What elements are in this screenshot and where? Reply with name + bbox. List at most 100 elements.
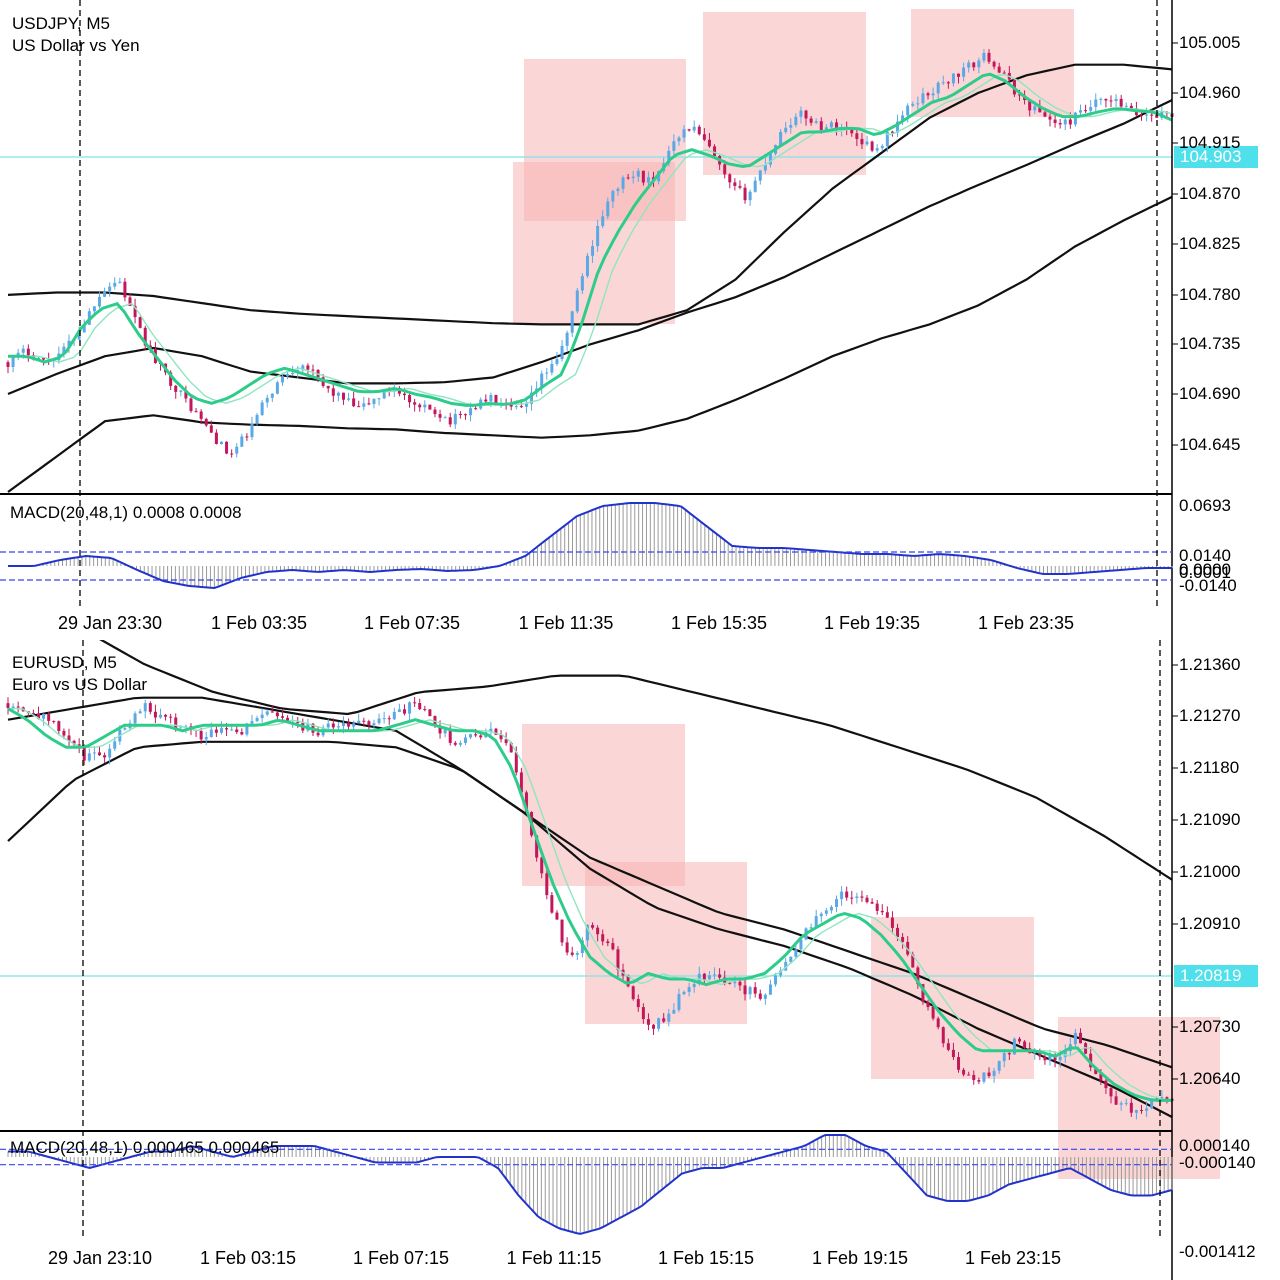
candle [926,999,930,1011]
candle [591,240,595,263]
candle [596,219,600,252]
price-tick-label: 104.915 [1179,133,1241,152]
candle [911,101,915,108]
candle [108,744,112,765]
candle [26,344,30,362]
candle [1063,1044,1067,1063]
envelope-upper-line [7,63,1173,326]
candle [707,971,711,980]
candle [1140,1104,1144,1114]
candle [341,392,345,405]
usdjpy-chart-canvas[interactable] [0,0,1280,640]
candle [265,709,269,717]
candle [1099,97,1103,105]
candle [1129,1098,1133,1117]
candle [306,718,310,733]
candle [916,965,920,989]
eurusd-current-price-tag: 1.20819 [1174,965,1258,987]
price-tick-label: 1.20640 [1179,1069,1241,1088]
candle [530,385,534,411]
candle [169,713,173,724]
candle [763,993,767,1005]
candle [214,429,218,445]
candle [845,886,849,901]
envelope-upper-line [99,640,1173,881]
candle [453,408,457,429]
candle [855,892,859,904]
candle [143,325,147,351]
candle [748,985,752,1000]
candle [148,701,152,715]
candle [1109,1086,1113,1104]
candle [652,1024,656,1035]
candle [728,173,732,189]
candle [890,911,894,934]
candle [763,157,767,174]
candle [616,946,620,977]
candle [829,905,833,914]
candle [484,394,488,403]
candle [672,1003,676,1014]
candle [957,73,961,84]
candle [1114,94,1118,108]
candle [870,898,874,904]
candle [880,144,884,152]
candle [875,899,879,915]
candle [885,127,889,153]
candle [458,411,462,419]
candle [570,946,574,957]
candle [245,433,249,441]
candle [469,733,473,740]
candle [540,856,544,879]
candle [718,968,722,980]
candle [42,713,46,726]
candle [158,708,162,719]
time-tick-label: 1 Feb 07:15 [352,1248,450,1268]
candle [260,708,264,723]
usdjpy-chart-panel[interactable]: USDJPY, M5 US Dollar vs Yen MACD(20,48,1… [0,0,1280,640]
candle [382,711,386,724]
candle [1073,111,1077,127]
macd-tick-label: -0.0140 [1179,576,1237,595]
candle [631,170,635,184]
candle [560,339,564,362]
candle [784,121,788,134]
candle [209,420,213,433]
candle [408,701,412,721]
candle [1058,118,1062,129]
candle [636,168,640,182]
candle [352,720,356,731]
macd-tick-label: -0.001412 [1179,1242,1256,1261]
candle [768,979,772,995]
candle [682,125,686,143]
candle [413,696,417,708]
usdjpy-chart-title: USDJPY, M5 US Dollar vs Yen [12,13,140,57]
candle [926,91,930,100]
candle [347,718,351,732]
candle [179,390,183,397]
eurusd-chart-canvas[interactable] [0,640,1280,1280]
candle [113,277,117,290]
trade-zone-1 [522,724,685,886]
candle [865,135,869,147]
candle [6,360,10,374]
candle [575,951,579,961]
eurusd-chart-panel[interactable]: EURUSD, M5 Euro vs US Dollar MACD(20,48,… [0,640,1280,1280]
candle [77,738,81,754]
candle [377,713,381,725]
candle [331,381,335,402]
candle [199,409,203,425]
candle [1079,1028,1083,1044]
price-tick-label: 1.21090 [1179,810,1241,829]
time-tick-label: 1 Feb 03:35 [210,613,308,633]
candle [713,144,717,157]
candle [362,717,366,727]
candle [916,96,920,110]
candle [641,170,645,186]
candle [941,1026,945,1048]
price-tick-label: 1.21270 [1179,706,1241,725]
candle [997,1060,1001,1074]
time-tick-label: 1 Feb 19:35 [823,613,921,633]
candle [641,1003,645,1024]
candle [97,746,101,756]
